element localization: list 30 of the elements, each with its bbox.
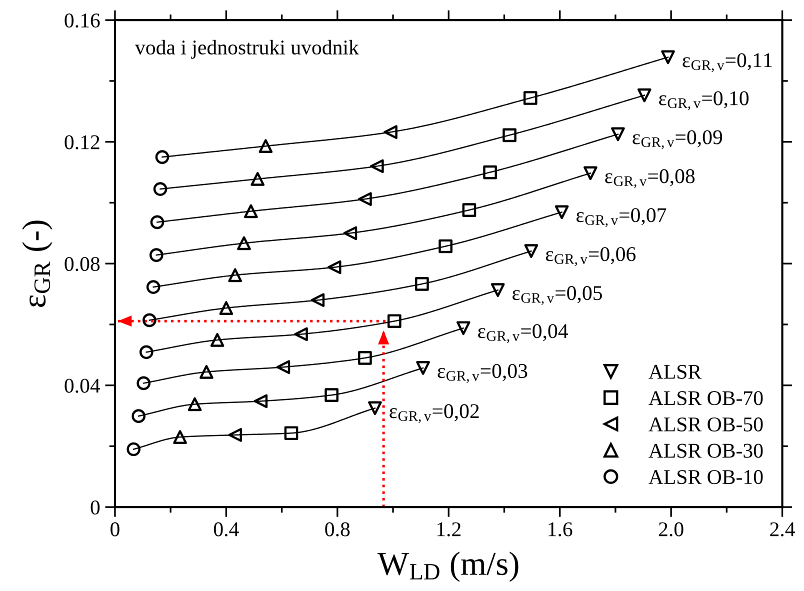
x-tick-label: 2.0 <box>658 522 684 536</box>
x-tick-label: 0.8 <box>325 522 350 536</box>
annotation: ε$_{GR,v}$=0,02 <box>390 404 479 424</box>
x-axis-title: W$_{LD}$ (m/s) <box>377 552 518 582</box>
legend-label: ALSR OB-30 <box>648 444 763 458</box>
annotation: ε$_{GR,v}$=0,10 <box>659 91 749 110</box>
annotation: ε$_{GR,v}$=0,04 <box>478 324 568 344</box>
x-tick-label: 1.6 <box>548 522 572 536</box>
legend-label: ALSR OB-10 <box>648 470 763 484</box>
x-tick-label: 0.4 <box>214 522 239 536</box>
y-tick-label: 0.12 <box>64 135 100 150</box>
annotation: ε$_{GR,v}$=0,03 <box>438 364 528 383</box>
y-axis-title: ε$_{GR}$ (-) <box>22 220 52 307</box>
annotation: voda i jednostruki uvodnik <box>134 40 359 59</box>
annotation: ε$_{GR,v}$=0,11 <box>682 53 772 72</box>
x-tick-label: 0 <box>110 522 120 536</box>
annotation: ε$_{GR,v}$=0,07 <box>576 208 666 228</box>
annotation: ε$_{GR,v}$=0,05 <box>512 286 602 306</box>
annotation: ε$_{GR,v}$=0,06 <box>546 247 636 266</box>
y-tick-label: 0.08 <box>64 256 100 272</box>
y-tick-label: 0 <box>90 500 100 515</box>
y-tick-label: 0.16 <box>64 13 100 28</box>
legend-label: ALSR OB-70 <box>648 391 763 406</box>
legend-label: ALSR <box>648 364 702 379</box>
annotation: ε$_{GR,v}$=0,08 <box>605 169 695 188</box>
y-tick-label: 0.04 <box>64 378 100 393</box>
legend-label: ALSR OB-50 <box>648 417 763 432</box>
x-tick-label: 1.2 <box>437 522 461 536</box>
x-tick-label: 2.4 <box>770 522 795 536</box>
annotation: ε$_{GR,v}$=0,09 <box>632 130 722 150</box>
